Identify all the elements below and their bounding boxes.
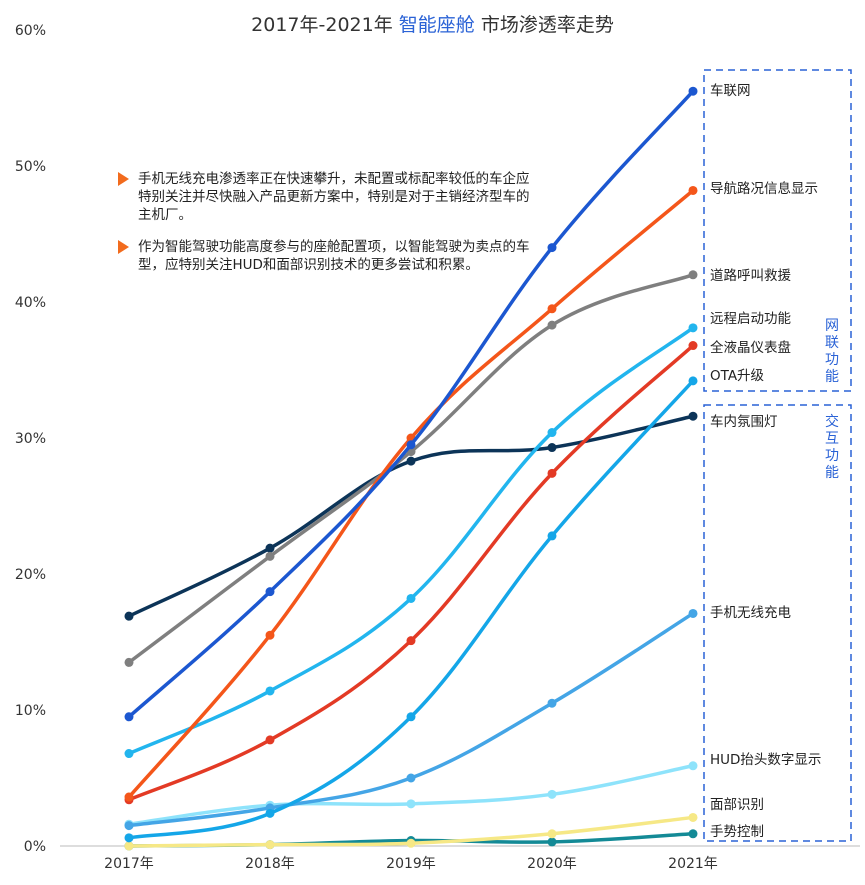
series-end-label: 全液晶仪表盘 — [710, 339, 791, 356]
y-tick-label: 20% — [15, 567, 46, 583]
data-point — [688, 608, 698, 618]
series-end-label: 手机无线充电 — [710, 605, 791, 621]
data-point — [406, 440, 416, 450]
y-tick-label: 0% — [24, 839, 46, 855]
data-point — [547, 320, 557, 330]
data-point — [547, 789, 557, 799]
data-point — [265, 808, 275, 818]
data-point — [688, 185, 698, 195]
y-tick-label: 10% — [15, 703, 46, 719]
title-prefix: 2017年-2021年 — [251, 14, 399, 36]
data-point — [124, 821, 134, 831]
data-point — [688, 829, 698, 839]
data-point — [265, 840, 275, 850]
series-end-label: 远程启动功能 — [710, 311, 791, 327]
group-box-network — [703, 69, 852, 392]
series-end-label: 车内氛围灯 — [710, 413, 778, 430]
data-point — [265, 735, 275, 745]
data-point — [688, 341, 698, 351]
data-point — [265, 587, 275, 597]
chart-title: 2017年-2021年 智能座舱 市场渗透率走势 — [0, 10, 865, 37]
series-end-label: 导航路况信息显示 — [710, 180, 818, 197]
y-tick-label: 30% — [15, 431, 46, 447]
data-point — [547, 829, 557, 839]
data-point — [688, 270, 698, 280]
data-point — [547, 304, 557, 314]
data-point — [124, 749, 134, 759]
series-end-label: OTA升级 — [710, 368, 765, 384]
y-tick-label: 40% — [15, 295, 46, 311]
series-line — [127, 343, 695, 802]
notes-panel: 手机无线充电渗透率正在快速攀升，未配置或标配率较低的车企应特别关注并尽快融入产品… — [118, 170, 538, 288]
data-point — [547, 698, 557, 708]
group-label-network: 网联功能 — [825, 318, 839, 385]
data-point — [688, 411, 698, 421]
note-item: 手机无线充电渗透率正在快速攀升，未配置或标配率较低的车企应特别关注并尽快融入产品… — [118, 170, 538, 224]
note-item: 作为智能驾驶功能高度参与的座舱配置项，以智能驾驶为卖点的车型，应特别关注HUD和… — [118, 238, 538, 274]
data-point — [124, 611, 134, 621]
series-end-label: 车联网 — [710, 82, 751, 99]
data-point — [406, 636, 416, 646]
data-point — [688, 323, 698, 333]
data-point — [547, 531, 557, 541]
x-tick-label: 2020年 — [527, 856, 577, 872]
x-tick-label: 2021年 — [668, 856, 718, 872]
series-line — [127, 379, 695, 840]
data-point — [547, 443, 557, 453]
data-point — [265, 543, 275, 553]
data-point — [688, 812, 698, 822]
data-point — [124, 712, 134, 722]
data-point — [406, 799, 416, 809]
series-line — [127, 326, 695, 756]
data-point — [124, 792, 134, 802]
x-tick-label: 2018年 — [245, 856, 295, 872]
data-point — [547, 243, 557, 253]
series-line — [127, 188, 695, 799]
data-point — [124, 833, 134, 843]
data-point — [124, 657, 134, 667]
title-suffix: 市场渗透率走势 — [474, 14, 614, 36]
title-highlight: 智能座舱 — [398, 14, 475, 36]
series-end-label: HUD抬头数字显示 — [710, 752, 821, 768]
data-point — [406, 712, 416, 722]
x-tick-label: 2019年 — [386, 856, 436, 872]
series-line — [127, 273, 695, 665]
triangle-bullet-icon — [118, 240, 129, 254]
data-point — [688, 761, 698, 771]
data-point — [265, 551, 275, 561]
data-point — [547, 837, 557, 847]
data-point — [124, 841, 134, 851]
note-text: 作为智能驾驶功能高度参与的座舱配置项，以智能驾驶为卖点的车型，应特别关注HUD和… — [138, 239, 530, 273]
series-end-label: 面部识别 — [710, 797, 764, 813]
x-tick-label: 2017年 — [104, 856, 154, 872]
data-point — [547, 428, 557, 438]
data-point — [406, 773, 416, 783]
group-label-interaction: 交互功能 — [825, 414, 839, 481]
data-point — [688, 376, 698, 386]
data-point — [265, 630, 275, 640]
group-box-interaction — [703, 404, 852, 842]
y-tick-label: 50% — [15, 159, 46, 175]
triangle-bullet-icon — [118, 172, 129, 186]
series-end-label: 道路呼叫救援 — [710, 268, 791, 284]
series-end-label: 手势控制 — [710, 824, 764, 840]
data-point — [406, 456, 416, 466]
data-point — [547, 468, 557, 478]
data-point — [406, 593, 416, 603]
data-point — [688, 86, 698, 96]
y-tick-label: 60% — [15, 23, 46, 39]
data-point — [265, 686, 275, 696]
data-point — [406, 838, 416, 848]
note-text: 手机无线充电渗透率正在快速攀升，未配置或标配率较低的车企应特别关注并尽快融入产品… — [138, 171, 530, 223]
